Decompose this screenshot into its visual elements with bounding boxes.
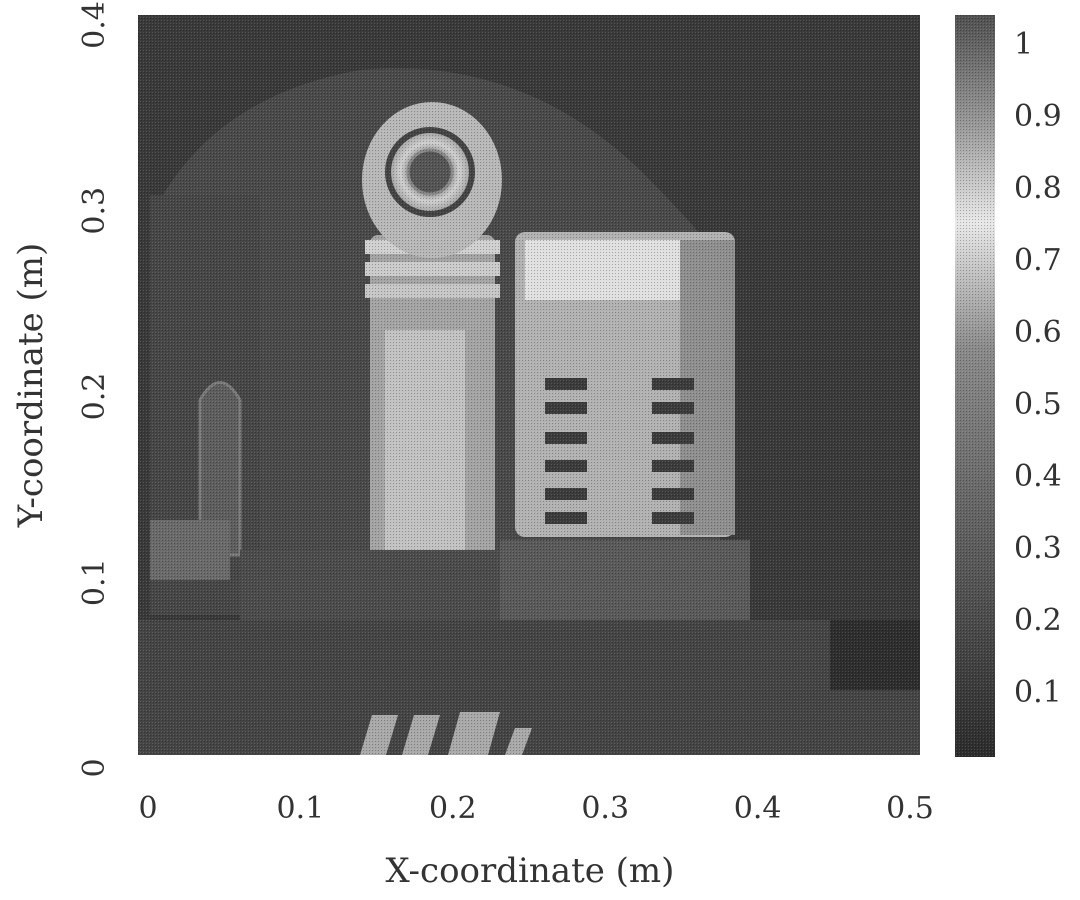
colorbar-tick-label: 0.1 <box>1014 675 1062 710</box>
colorbar-tick-label: 0.8 <box>1014 171 1062 206</box>
x-axis-ticks: 0 0.1 0.2 0.3 0.4 0.5 <box>138 791 933 826</box>
heatmap-image <box>138 15 920 755</box>
colorbar-tick-label: 0.2 <box>1014 603 1062 638</box>
y-axis-ticks: 0 0.1 0.2 0.3 0.4 <box>77 1 112 777</box>
x-tick-label: 0.5 <box>886 791 934 826</box>
y-tick-label: 0 <box>77 758 112 777</box>
colorbar-texture <box>955 15 995 757</box>
x-tick-label: 0.4 <box>734 791 782 826</box>
x-tick-label: 0.1 <box>277 791 325 826</box>
colorbar-tick-label: 0.6 <box>1014 315 1062 350</box>
x-tick-label: 0 <box>138 791 157 826</box>
colorbar-tick-label: 0.4 <box>1014 459 1062 494</box>
x-axis-label: X-coordinate (m) <box>386 851 675 891</box>
y-tick-label: 0.2 <box>77 373 112 421</box>
colorbar-tick-label: 1 <box>1014 27 1033 62</box>
y-tick-label: 0.3 <box>77 187 112 235</box>
x-tick-label: 0.2 <box>429 791 477 826</box>
colorbar-tick-label: 0.3 <box>1014 531 1062 566</box>
x-tick-label: 0.3 <box>581 791 629 826</box>
colorbar: 1 0.9 0.8 0.7 0.6 0.5 0.4 0.3 0.2 0.1 <box>955 15 1062 757</box>
heatmap-texture <box>138 15 920 755</box>
colorbar-tick-label: 0.5 <box>1014 387 1062 422</box>
y-tick-label: 0.4 <box>77 1 112 49</box>
y-tick-label: 0.1 <box>77 558 112 606</box>
colorbar-tick-label: 0.7 <box>1014 243 1062 278</box>
y-axis-label: Y-coordinate (m) <box>11 243 51 529</box>
colorbar-tick-label: 0.9 <box>1014 99 1062 134</box>
